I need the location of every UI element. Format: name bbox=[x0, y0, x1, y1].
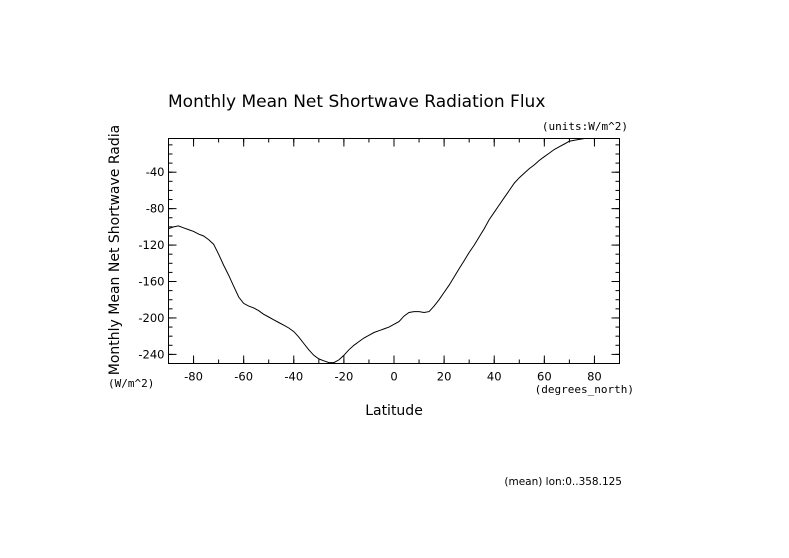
x-axis-ticks: -80 -60 -40 -20 0 20 40 60 80 bbox=[184, 138, 602, 384]
x-tick-label: -80 bbox=[184, 370, 203, 384]
y-tick-label: -200 bbox=[138, 311, 164, 325]
x-tick-label: -20 bbox=[334, 370, 353, 384]
y-axis-label: Monthly Mean Net Shortwave Radia bbox=[107, 125, 123, 375]
x-tick-label: -40 bbox=[284, 370, 303, 384]
y-tick-label: -40 bbox=[146, 165, 165, 179]
y-tick-label: -80 bbox=[146, 202, 165, 216]
x-tick-label: 20 bbox=[437, 370, 452, 384]
x-axis-label: Latitude bbox=[365, 403, 423, 419]
footer-note: (mean) lon:0..358.125 bbox=[504, 476, 622, 488]
x-axis-units: (degrees_north) bbox=[535, 383, 634, 396]
minor-ticks bbox=[168, 138, 620, 364]
y-axis-ticks: -40 -80 -120 -160 -200 -240 bbox=[138, 165, 620, 361]
y-axis-units: (W/m^2) bbox=[108, 377, 154, 390]
x-tick-label: 0 bbox=[390, 370, 397, 384]
units-label: (units:W/m^2) bbox=[542, 120, 628, 133]
series-line bbox=[168, 138, 620, 364]
x-tick-label: -60 bbox=[234, 370, 253, 384]
x-tick-label: 60 bbox=[537, 370, 552, 384]
x-tick-label: 40 bbox=[487, 370, 502, 384]
y-tick-label: -160 bbox=[138, 275, 164, 289]
chart-title: Monthly Mean Net Shortwave Radiation Flu… bbox=[168, 92, 545, 112]
y-tick-label: -120 bbox=[138, 238, 164, 252]
y-tick-label: -240 bbox=[138, 347, 164, 361]
plot-frame bbox=[168, 138, 620, 364]
x-tick-label: 80 bbox=[587, 370, 602, 384]
